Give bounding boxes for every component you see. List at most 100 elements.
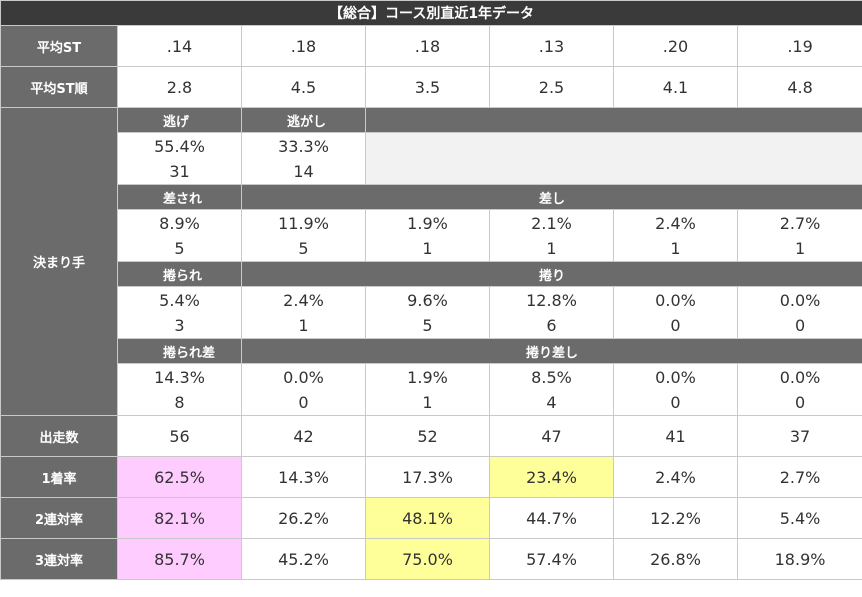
nigashi-pct: 33.3%	[278, 136, 329, 156]
avg-st-rank-course-6: 4.8	[736, 66, 862, 108]
quinella-rate-course-6: 5.4%	[736, 497, 862, 539]
sashi-count: 1	[670, 238, 681, 258]
makuri-count: 0	[670, 315, 681, 335]
nige-label: 逃げ	[117, 107, 242, 133]
trio-rate-label: 3連対率	[0, 538, 118, 580]
quinella-rate-course-2: 26.2%	[241, 497, 366, 539]
makurare-sashi-count: 8	[174, 392, 185, 412]
avg-st-course-2: .18	[241, 25, 366, 67]
makuri-course-4: 12.8% 6	[489, 286, 614, 339]
makuri-sashi-count: 0	[794, 392, 806, 412]
kimarite-makuri-header-row: 捲られ 捲り	[1, 261, 862, 287]
avg-st-label: 平均ST	[0, 25, 118, 67]
kimarite-sashi-values-row: 8.9% 5 11.9% 5 1.9% 1 2.1% 1 2.4% 1 2.7%…	[1, 209, 862, 262]
win-rate-course-6: 2.7%	[736, 456, 862, 498]
win-rate-course-2: 14.3%	[241, 456, 366, 498]
trio-rate-course-5: 26.8%	[613, 538, 738, 580]
sasare-count: 5	[174, 238, 185, 258]
win-rate-course-5: 2.4%	[613, 456, 738, 498]
makuri-sashi-course-2: 0.0% 0	[241, 363, 366, 416]
quinella-rate-course-1: 82.1%	[117, 497, 242, 539]
makuri-sashi-pct: 1.9%	[407, 367, 448, 387]
makuri-sashi-count: 1	[422, 392, 433, 412]
makuri-sashi-course-6: 0.0% 0	[736, 363, 862, 416]
starts-course-5: 41	[613, 415, 738, 457]
nige-course-1: 55.4% 31	[117, 132, 242, 185]
avg-st-rank-course-2: 4.5	[241, 66, 366, 108]
quinella-rate-label: 2連対率	[0, 497, 118, 539]
makuri-count: 6	[546, 315, 557, 335]
trio-rate-course-4: 57.4%	[489, 538, 614, 580]
kimarite-nige-values-row: 55.4% 31 33.3% 14	[1, 132, 862, 185]
makuri-sashi-count: 4	[546, 392, 557, 412]
sasare-pct: 8.9%	[159, 213, 200, 233]
avg-st-rank-course-4: 2.5	[489, 66, 614, 108]
nigashi-label: 逃がし	[241, 107, 366, 133]
makuri-sashi-label: 捲り差し	[240, 338, 862, 364]
trio-rate-course-1: 85.7%	[117, 538, 242, 580]
makuri-course-2: 2.4% 1	[241, 286, 366, 339]
starts-row: 出走数 56 42 52 47 41 37	[0, 415, 862, 457]
avg-st-course-3: .18	[365, 25, 490, 67]
win-rate-label: 1着率	[0, 456, 118, 498]
avg-st-rank-course-5: 4.1	[613, 66, 738, 108]
quinella-rate-course-5: 12.2%	[613, 497, 738, 539]
kimarite-sashi-header-row: 差され 差し	[1, 184, 862, 210]
avg-st-rank-course-1: 2.8	[117, 66, 242, 108]
kimarite-makuri-values-row: 5.4% 3 2.4% 1 9.6% 5 12.8% 6 0.0% 0 0.0%…	[1, 286, 862, 339]
starts-course-6: 37	[736, 415, 862, 457]
sashi-count: 1	[546, 238, 557, 258]
course-stats-table: 【総合】コース別直近1年データ 平均ST .14 .18 .18 .13 .20…	[0, 0, 862, 580]
makuri-pct: 9.6%	[407, 290, 448, 310]
nige-pct: 55.4%	[154, 136, 205, 156]
avg-st-course-4: .13	[489, 25, 614, 67]
nige-count: 31	[169, 161, 190, 181]
makurare-sashi-pct: 14.3%	[154, 367, 205, 387]
nige-header-filler	[364, 107, 862, 133]
avg-st-rank-row: 平均ST順 2.8 4.5 3.5 2.5 4.1 4.8	[0, 66, 862, 108]
sasare-label: 差され	[117, 184, 242, 210]
makuri-pct: 12.8%	[526, 290, 577, 310]
makurare-sashi-course-1: 14.3% 8	[117, 363, 242, 416]
trio-rate-course-3: 75.0%	[365, 538, 490, 580]
makuri-label: 捲り	[240, 261, 862, 287]
makuri-sashi-course-3: 1.9% 1	[365, 363, 490, 416]
makuri-pct: 2.4%	[283, 290, 324, 310]
makuri-sashi-course-4: 8.5% 4	[489, 363, 614, 416]
kimarite-makuri-sashi-values-row: 14.3% 8 0.0% 0 1.9% 1 8.5% 4 0.0% 0 0.0%…	[1, 363, 862, 416]
makuri-sashi-count: 0	[670, 392, 681, 412]
avg-st-rank-course-3: 3.5	[365, 66, 490, 108]
makurare-pct: 5.4%	[159, 290, 200, 310]
makuri-sashi-pct: 0.0%	[283, 367, 324, 387]
avg-st-course-1: .14	[117, 25, 242, 67]
avg-st-rank-label: 平均ST順	[0, 66, 118, 108]
sashi-pct: 2.4%	[655, 213, 696, 233]
kimarite-nige-header-row: 決まり手 逃げ 逃がし	[0, 107, 862, 416]
win-rate-course-1: 62.5%	[117, 456, 242, 498]
sashi-count: 5	[298, 238, 309, 258]
quinella-rate-course-3: 48.1%	[365, 497, 490, 539]
sashi-course-5: 2.4% 1	[613, 209, 738, 262]
quinella-rate-course-4: 44.7%	[489, 497, 614, 539]
starts-course-1: 56	[117, 415, 242, 457]
table-title: 【総合】コース別直近1年データ	[0, 0, 862, 26]
makurare-label: 捲られ	[117, 261, 242, 287]
sashi-pct: 2.7%	[779, 213, 821, 233]
quinella-rate-row: 2連対率 82.1% 26.2% 48.1% 44.7% 12.2% 5.4%	[0, 497, 862, 539]
makuri-course-5: 0.0% 0	[613, 286, 738, 339]
sashi-course-3: 1.9% 1	[365, 209, 490, 262]
makuri-sashi-pct: 0.0%	[779, 367, 821, 387]
sashi-course-4: 2.1% 1	[489, 209, 614, 262]
avg-st-row: 平均ST .14 .18 .18 .13 .20 .19	[0, 25, 862, 67]
sashi-count: 1	[422, 238, 433, 258]
starts-course-2: 42	[241, 415, 366, 457]
makuri-sashi-course-5: 0.0% 0	[613, 363, 738, 416]
trio-rate-row: 3連対率 85.7% 45.2% 75.0% 57.4% 26.8% 18.9%	[0, 538, 862, 580]
makuri-course-3: 9.6% 5	[365, 286, 490, 339]
sashi-label: 差し	[240, 184, 862, 210]
starts-course-4: 47	[489, 415, 614, 457]
makuri-count: 0	[794, 315, 806, 335]
makurare-count: 3	[174, 315, 185, 335]
makuri-count: 1	[298, 315, 309, 335]
